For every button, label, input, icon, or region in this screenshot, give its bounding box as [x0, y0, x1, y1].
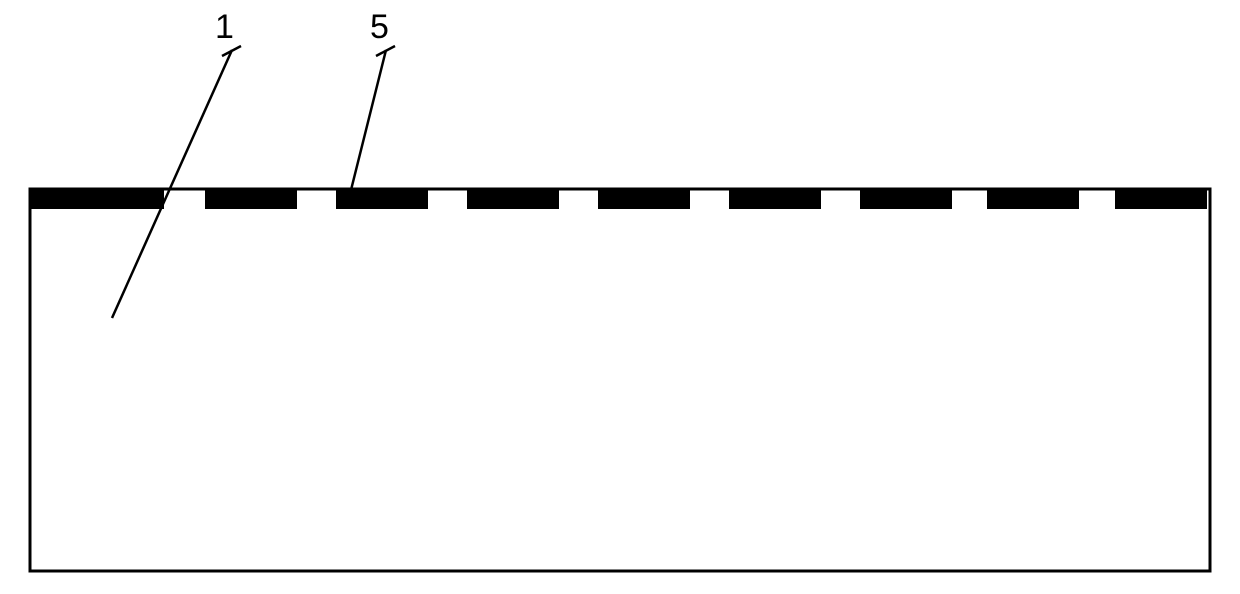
top-bar-segment [987, 189, 1079, 209]
substrate-region [30, 189, 1210, 571]
callout-tick [222, 46, 241, 56]
top-bar-segment [467, 189, 559, 209]
top-bar-segment [30, 189, 164, 209]
top-bar-segment [205, 189, 297, 209]
top-bar-segment [1115, 189, 1207, 209]
callout-label: 1 [215, 8, 234, 46]
callout-label: 5 [370, 8, 389, 46]
top-bar-segments [30, 189, 1207, 209]
top-bar-segment [729, 189, 821, 209]
callout-leader-line [351, 50, 386, 190]
top-bar-segment [860, 189, 952, 209]
diagram-canvas: 15 [0, 0, 1240, 594]
top-bar-segment [598, 189, 690, 209]
top-bar-segment [336, 189, 428, 209]
